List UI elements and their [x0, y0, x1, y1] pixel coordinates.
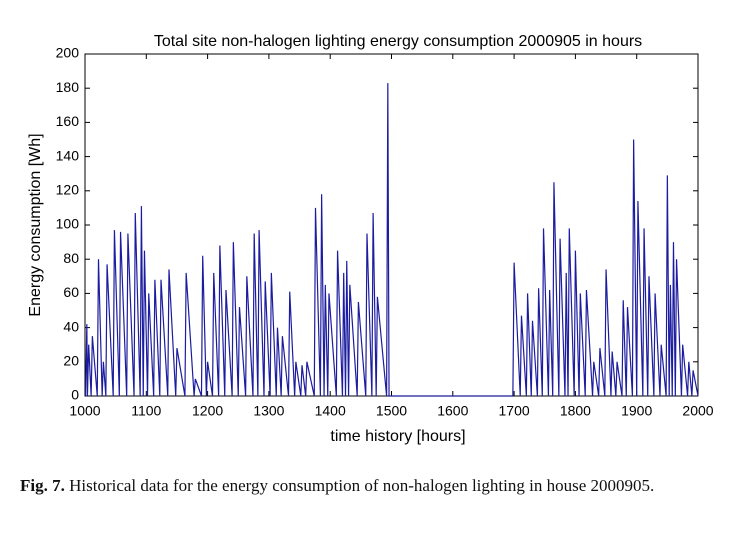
y-tick-label: 140 [56, 147, 80, 163]
x-tick-label: 1800 [560, 403, 591, 419]
caption-label: Fig. 7. [20, 476, 65, 495]
x-tick-label: 1000 [69, 403, 100, 419]
x-tick-label: 1500 [376, 403, 407, 419]
data-line [85, 83, 699, 397]
y-tick-label: 40 [63, 318, 79, 334]
y-tick-label: 200 [56, 45, 80, 61]
caption: Fig. 7. Historical data for the energy c… [20, 474, 720, 498]
caption-text: Historical data for the energy consumpti… [69, 476, 655, 495]
x-axis-label: time history [hours] [330, 428, 465, 445]
y-tick-label: 60 [63, 284, 79, 300]
y-tick-label: 100 [56, 216, 80, 232]
x-tick-label: 1400 [315, 403, 346, 419]
y-tick-label: 20 [63, 353, 79, 369]
x-tick-label: 2000 [682, 403, 713, 419]
y-tick-label: 180 [56, 79, 80, 95]
y-tick-label: 120 [56, 182, 80, 198]
y-tick-label: 0 [71, 387, 79, 403]
x-tick-label: 1100 [131, 403, 161, 419]
y-axis-label: Energy consumption [Wh] [27, 133, 44, 316]
x-tick-label: 1900 [621, 403, 652, 419]
chart: Total site non-halogen lighting energy c… [27, 33, 714, 445]
x-tick-label: 1600 [437, 403, 468, 419]
x-tick-label: 1300 [253, 403, 284, 419]
chart-title: Total site non-halogen lighting energy c… [154, 33, 642, 50]
x-tick-label: 1200 [192, 403, 223, 419]
y-tick-label: 160 [56, 113, 80, 129]
plot-frame [84, 53, 699, 397]
y-tick-label: 80 [63, 250, 79, 266]
x-tick-label: 1700 [499, 403, 530, 419]
